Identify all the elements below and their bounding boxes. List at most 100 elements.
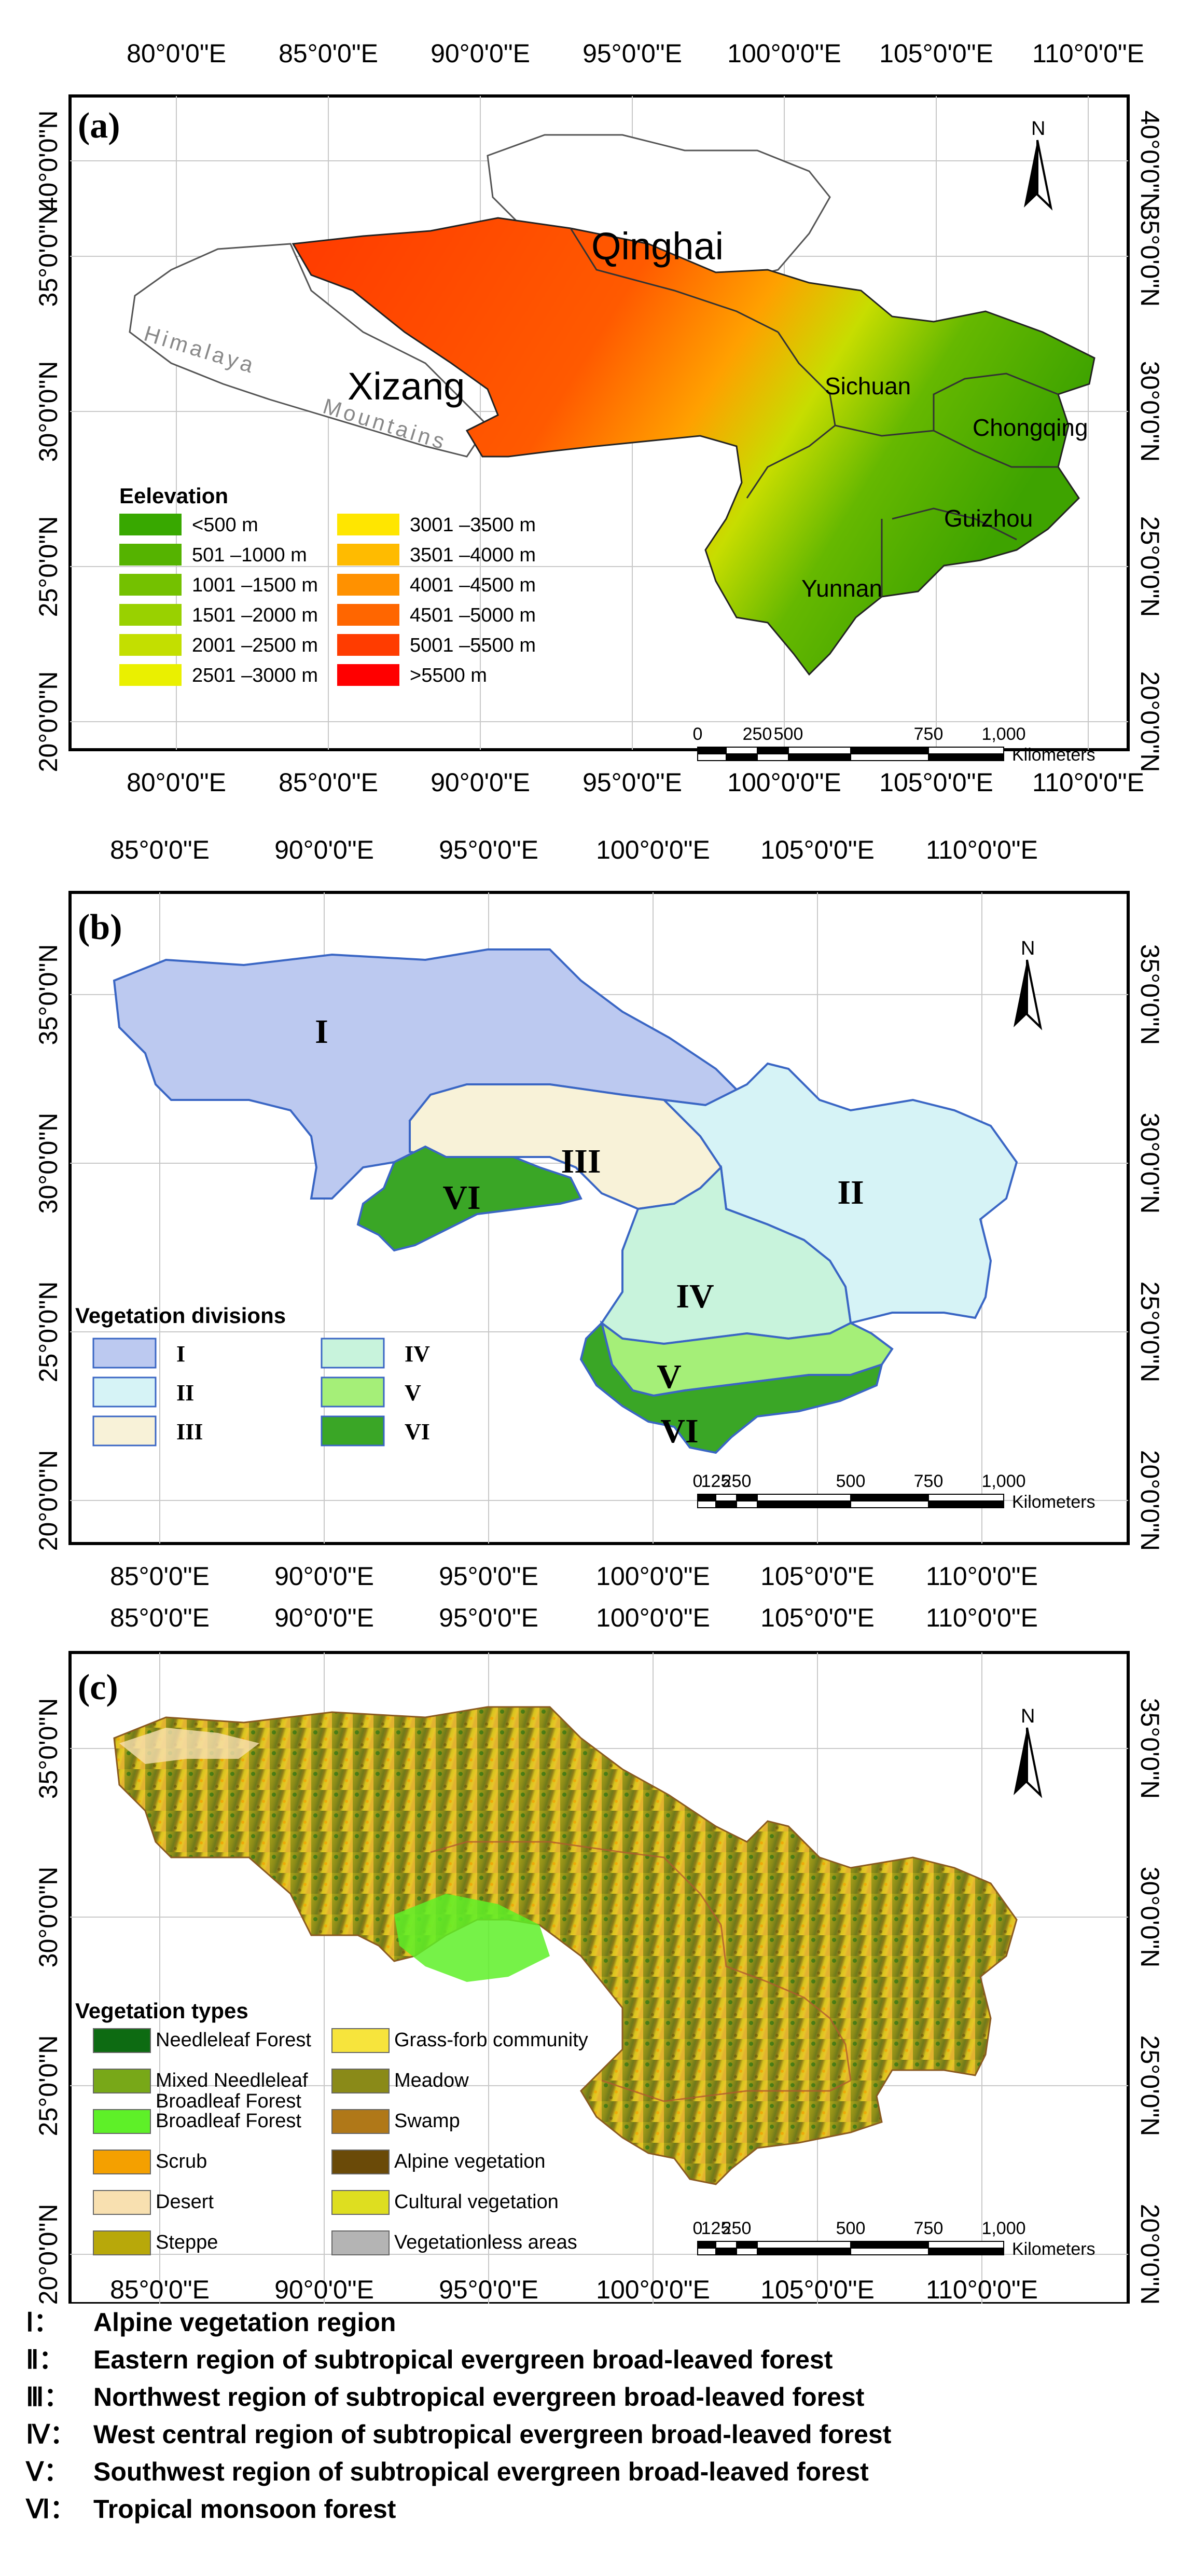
lat-tick-label-right: 30°0'0"N (1135, 1113, 1164, 1214)
lat-tick-label-right: 35°0'0"N (1135, 206, 1164, 307)
lat-tick-label-right: 20°0'0"N (1135, 2204, 1164, 2304)
lat-tick-label-left: 35°0'0"N (34, 206, 63, 307)
legend-label: 2501 –3000 m (192, 665, 318, 686)
lon-tick-label-bottom: 95°0'0"E (582, 768, 682, 794)
north-label: N (1021, 938, 1035, 959)
legend-label: Grass-forb community (394, 2029, 588, 2051)
panel-a-letter: (a) (78, 106, 120, 146)
division-label: IV (676, 1277, 714, 1315)
legend-label: >5500 m (410, 665, 487, 686)
scale-tick-label: 125 (701, 1471, 731, 1491)
lat-tick-label-left: 25°0'0"N (34, 516, 63, 617)
legend-label: Mixed Needleleaf (156, 2070, 308, 2091)
lon-tick-label-bottom: 110°0'0"E (1032, 768, 1144, 794)
lon-tick-label-bottom: 95°0'0"E (439, 1562, 538, 1591)
lon-tick-label-top: 100°0'0"E (596, 835, 710, 864)
legend-label: 1501 –2000 m (192, 604, 318, 626)
label-guizhou: Guizhou (944, 505, 1033, 532)
lon-tick-label-top: 80°0'0"E (127, 39, 226, 68)
division-boundaries (430, 1841, 852, 2102)
legend-label: 5001 –5500 m (410, 635, 536, 656)
lon-tick-label-top: 105°0'0"E (760, 835, 875, 864)
panel-c-letter: (c) (78, 1668, 118, 1707)
desert-patch (119, 1728, 259, 1764)
lat-tick-label-left: 20°0'0"N (34, 671, 63, 773)
legend-swatch (337, 544, 399, 566)
scale-tick-label: 125 (701, 2219, 731, 2238)
note-text: West central region of subtropical everg… (93, 2420, 892, 2449)
note-key: Ⅴ： (26, 2457, 70, 2486)
note-row: Ⅰ： Alpine vegetation region (26, 2304, 1167, 2341)
lon-tick-label-bottom: 105°0'0"E (879, 768, 993, 794)
legend-label: 3501 –4000 m (410, 544, 536, 566)
elevation-legend-title: Eelevation (119, 484, 228, 508)
legend-swatch (93, 2069, 151, 2093)
legend-label: Vegetationless areas (394, 2231, 577, 2253)
legend-label: 4001 –4500 m (410, 574, 536, 596)
lon-tick-label-top: 85°0'0"E (110, 1603, 210, 1632)
note-key: Ⅲ： (26, 2382, 70, 2412)
lon-tick-label-bottom: 80°0'0"E (127, 768, 226, 794)
scale-tick-label: 1,000 (981, 1471, 1025, 1491)
division-VI-west (356, 1145, 582, 1252)
label-sichuan: Sichuan (825, 373, 911, 400)
north-arrow-icon: N (1024, 118, 1053, 211)
legend-swatch (337, 604, 399, 626)
lon-tick-label-bottom: 100°0'0"E (596, 1562, 710, 1591)
legend-swatch (337, 664, 399, 686)
note-text: Alpine vegetation region (93, 2308, 396, 2337)
lat-tick-label-left: 25°0'0"N (34, 1282, 63, 1383)
lon-tick-label-top: 95°0'0"E (439, 1603, 538, 1632)
division-legend-title: Vegetation divisions (75, 1303, 286, 1328)
lat-tick-label-left: 30°0'0"N (34, 1867, 63, 1968)
legend-label: Cultural vegetation (394, 2191, 559, 2213)
lat-tick-label-right: 20°0'0"N (1135, 671, 1164, 773)
lon-tick-label-bottom: 95°0'0"E (439, 2275, 538, 2304)
label-qinghai: Qinghai (591, 225, 724, 268)
lon-tick-label-top: 105°0'0"E (879, 39, 993, 68)
note-row: Ⅴ： Southwest region of subtropical evergr… (26, 2453, 1167, 2490)
division-label: I (315, 1013, 328, 1051)
scale-tick-label: 500 (836, 1471, 866, 1491)
xizang-west-outline (129, 243, 489, 458)
note-row: Ⅲ： Northwest region of subtropical evergr… (26, 2378, 1167, 2416)
legend-swatch (119, 574, 182, 596)
note-row: Ⅱ： Eastern region of subtropical evergree… (26, 2341, 1167, 2378)
note-row: Ⅵ： Tropical monsoon forest (26, 2490, 1167, 2528)
scale-unit-label: Kilometers (1012, 2239, 1095, 2259)
legend-swatch (119, 664, 182, 686)
division-label: II (837, 1174, 864, 1211)
panel-b-axis-labels: 85°0'0"E 90°0'0"E 95°0'0"E 100°0'0"E 105°0'0… (34, 835, 1164, 1591)
lat-tick-label-right: 35°0'0"N (1135, 944, 1164, 1045)
legend-label: 4501 –5000 m (410, 604, 536, 626)
legend-label: I (176, 1341, 185, 1367)
lon-tick-label-top: 95°0'0"E (439, 835, 538, 864)
legend-swatch (331, 2150, 390, 2174)
note-text: Southwest region of subtropical evergree… (93, 2457, 869, 2486)
legend-label: 3001 –3500 m (410, 514, 536, 536)
legend-label: VI (405, 1419, 430, 1444)
panel-a-axis-labels: 80°0'0"E 85°0'0"E 90°0'0"E 95°0'0"E 100°0'0"… (34, 39, 1164, 794)
legend-label: 2001 –2500 m (192, 635, 318, 656)
lon-tick-label-top: 85°0'0"E (279, 39, 378, 68)
north-label: N (1031, 118, 1045, 140)
legend-swatch (331, 2109, 390, 2134)
legend-swatch (93, 2230, 151, 2255)
scale-unit-label: Kilometers (1012, 1492, 1095, 1512)
scale-tick-label: 0 (693, 2219, 703, 2238)
division-label: VI (442, 1179, 480, 1217)
note-key: Ⅰ： (26, 2308, 60, 2337)
legend-label: Broadleaf Forest (156, 2110, 301, 2132)
note-text: Tropical monsoon forest (93, 2495, 396, 2524)
legend-label: Broadleaf Forest (156, 2090, 301, 2112)
lat-tick-label-left: 30°0'0"N (34, 1113, 63, 1214)
scale-tick-label: 0 (693, 724, 703, 744)
lat-tick-label-right: 40°0'0"N (1135, 111, 1164, 212)
legend-label: Scrub (156, 2151, 207, 2172)
legend-swatch (92, 1338, 157, 1369)
scale-tick-label: 750 (914, 724, 944, 744)
legend-swatch (331, 2190, 390, 2215)
